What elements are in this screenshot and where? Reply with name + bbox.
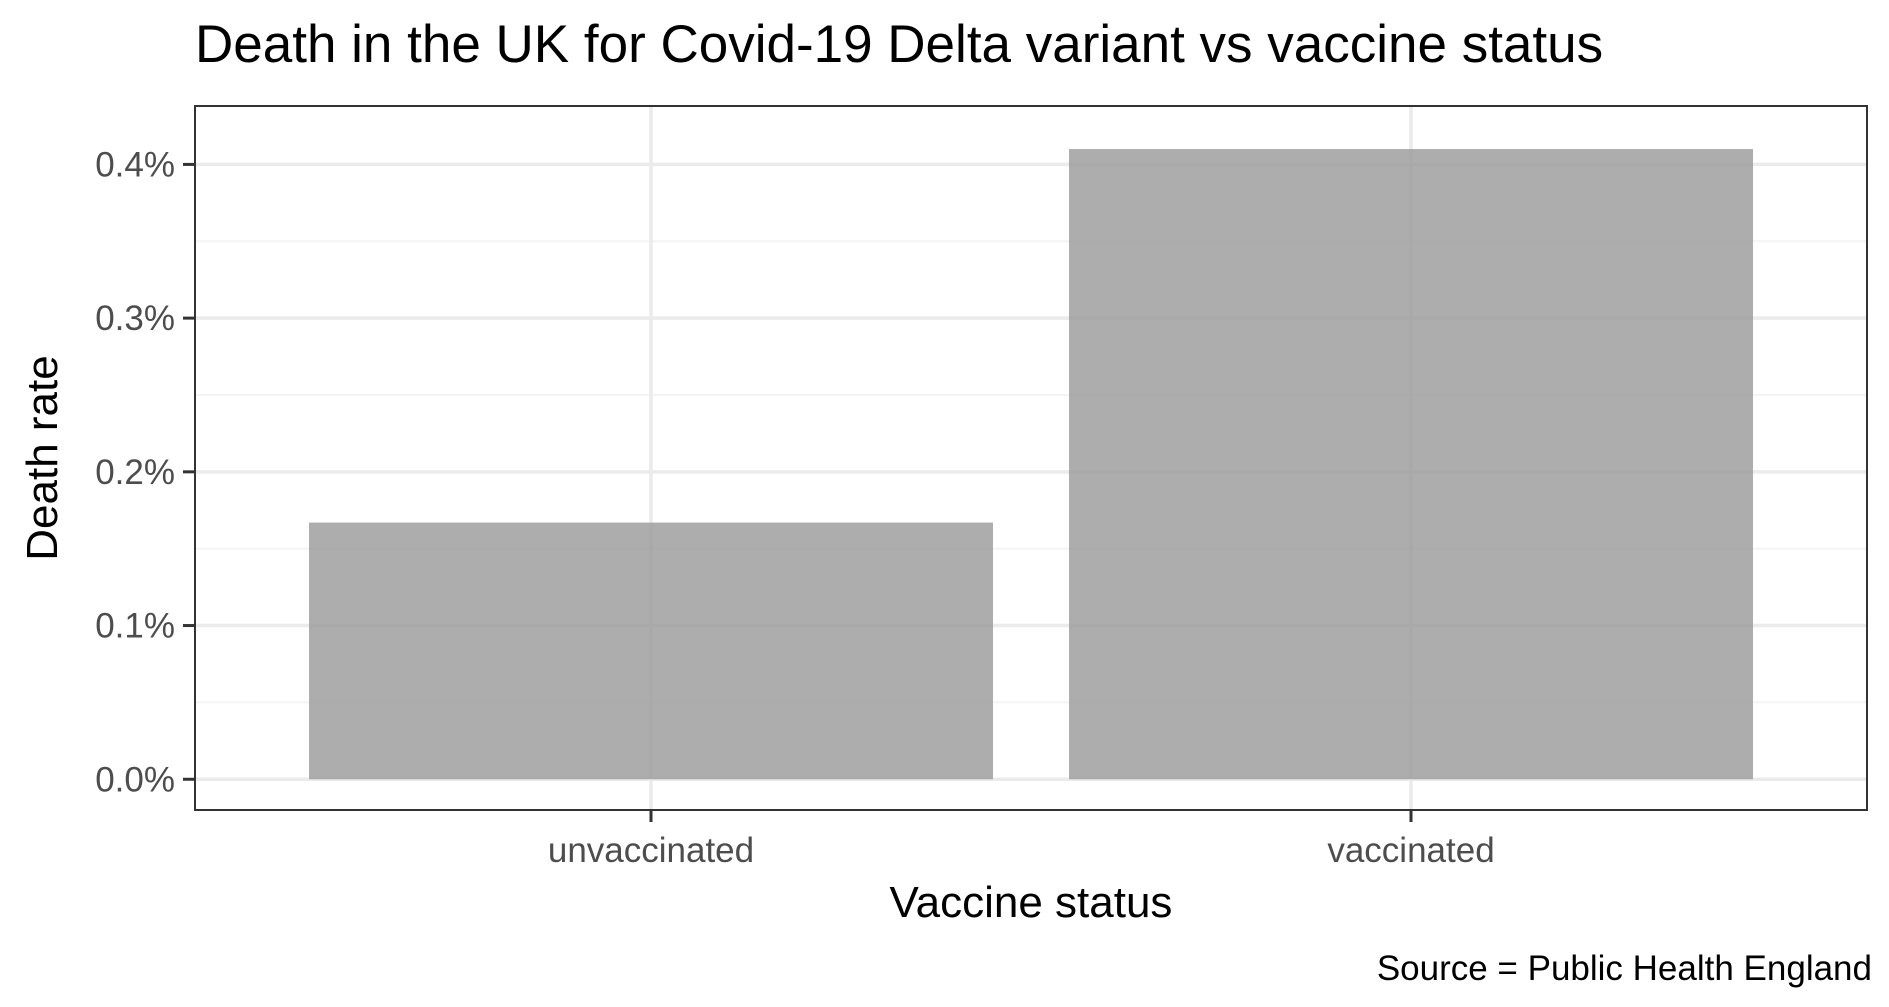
- x-axis-title: Vaccine status: [890, 878, 1173, 927]
- bar-vaccinated: [1069, 149, 1753, 780]
- chart-caption: Source = Public Health England: [1377, 949, 1872, 988]
- chart-title: Death in the UK for Covid-19 Delta varia…: [195, 15, 1603, 74]
- x-tick-label: unvaccinated: [548, 831, 754, 870]
- y-axis-title: Death rate: [18, 355, 67, 560]
- y-tick-label: 0.0%: [95, 760, 175, 799]
- x-tick-label: vaccinated: [1327, 831, 1494, 870]
- x-axis: unvaccinated vaccinated: [548, 810, 1495, 870]
- y-tick-label: 0.4%: [95, 145, 175, 184]
- y-tick-label: 0.2%: [95, 453, 175, 492]
- y-axis: 0.0% 0.1% 0.2% 0.3% 0.4%: [95, 145, 195, 799]
- y-tick-label: 0.1%: [95, 607, 175, 646]
- plot-panel-border: [194, 105, 1868, 811]
- y-tick-label: 0.3%: [95, 299, 175, 338]
- bars-layer: [309, 149, 1753, 780]
- bar-unvaccinated: [309, 522, 993, 780]
